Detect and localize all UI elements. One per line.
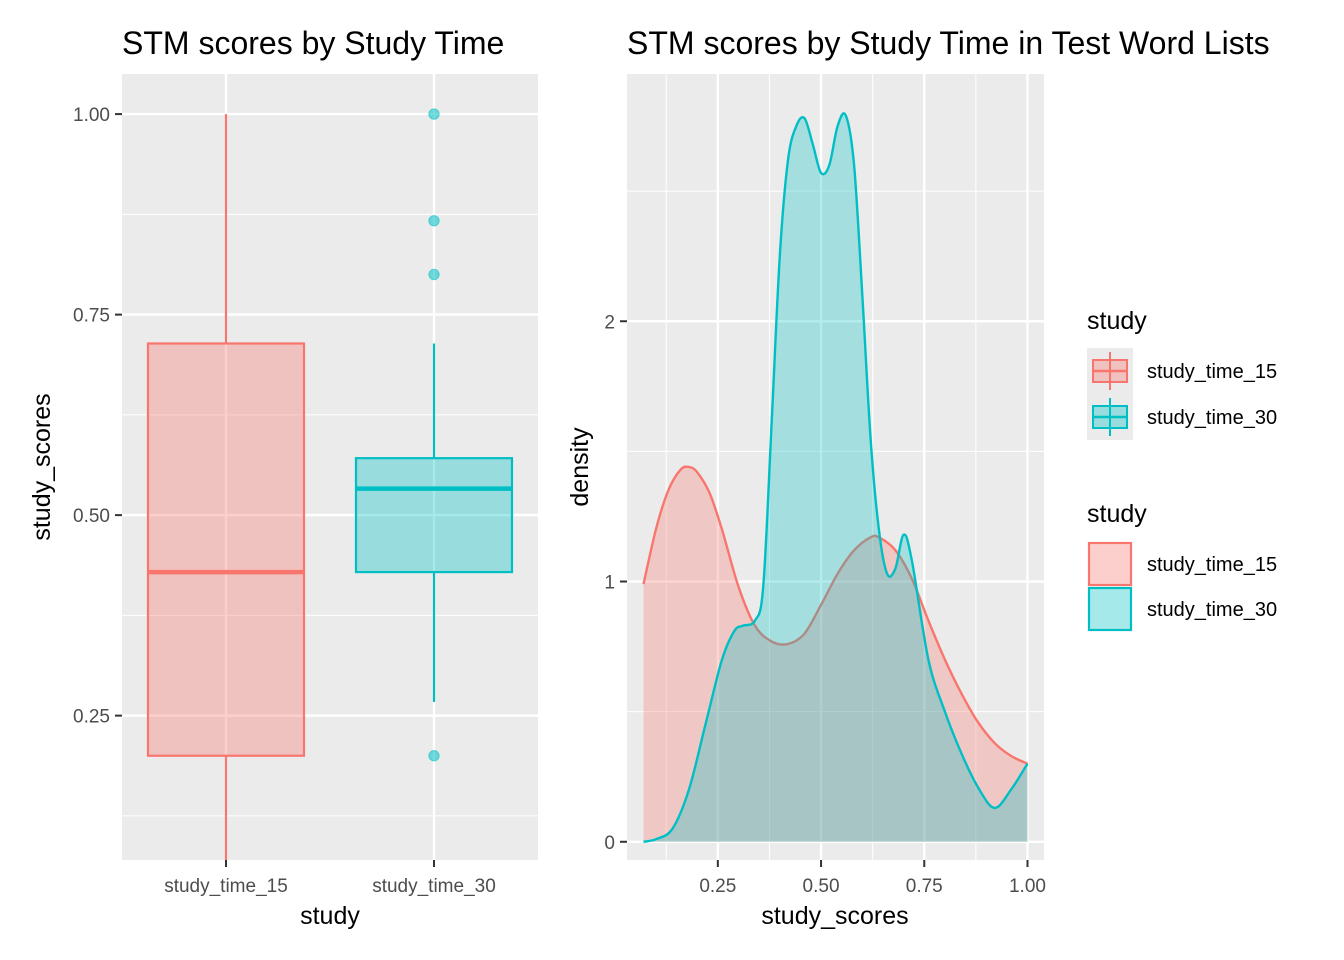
boxplot-y-title: study_scores: [28, 393, 56, 540]
density-x-title: study_scores: [761, 902, 908, 930]
legend-fill: study study_time_15 study_time_30: [1087, 500, 1277, 632]
legend-box-keys: study_time_15 study_time_30: [1087, 348, 1277, 440]
outlier-point: [428, 750, 440, 762]
legend-label: study_time_30: [1147, 407, 1277, 429]
box-study_time_15: [146, 114, 306, 860]
y-tick-label: 0: [604, 833, 615, 854]
legend-key-fill: [1087, 541, 1133, 587]
outlier-point: [428, 268, 440, 281]
legend-fill-keys: study_time_15 study_time_30: [1087, 541, 1277, 632]
density-line: [643, 112, 1029, 843]
y-tick-label: 0.75: [73, 306, 110, 327]
legend-box-title: study: [1087, 307, 1147, 335]
density-grid: [627, 74, 1044, 860]
legend-box: study study_time_15 study_time_30: [1087, 307, 1277, 440]
density-series-study_time_30: [643, 112, 1029, 843]
density-line: [642, 465, 1029, 765]
x-tick-label: 0.25: [699, 876, 736, 897]
legend-fill-title: study: [1087, 500, 1147, 528]
y-tick-label: 0.25: [73, 707, 110, 728]
density-title: STM scores by Study Time in Test Word Li…: [627, 25, 1270, 61]
y-tick-label: 1: [604, 573, 615, 594]
box-body: [146, 342, 306, 757]
x-tick-label: 0.50: [803, 876, 840, 897]
x-tick-label: study_time_15: [164, 876, 288, 897]
y-tick-label: 1.00: [73, 105, 110, 126]
density-area: [643, 113, 1028, 842]
legend-item-study_time_15: study_time_15: [1087, 541, 1277, 587]
boxplot-y-axis: 0.25 0.50 0.75 1.00: [73, 105, 122, 728]
x-tick-label: 1.00: [1009, 876, 1046, 897]
legend-key-fill: [1087, 586, 1133, 632]
outlier-point: [428, 215, 440, 227]
density-x-axis: 0.25 0.50 0.75 1.00: [699, 860, 1046, 897]
legend-label: study_time_15: [1147, 361, 1277, 383]
density-marks: [642, 112, 1029, 843]
legend-label: study_time_15: [1147, 554, 1277, 576]
boxplot-panel: STM scores by Study Time 0.25 0.50 0.75 1.0…: [28, 25, 538, 930]
legend-item-study_time_30: study_time_30: [1092, 398, 1277, 436]
box-body: [354, 457, 514, 574]
density-panel: STM scores by Study Time in Test Word Li…: [566, 25, 1270, 930]
y-tick-label: 2: [604, 312, 615, 333]
legend-label: study_time_30: [1147, 599, 1277, 621]
density-y-axis: 0 1 2: [604, 312, 627, 854]
legend-item-study_time_15: study_time_15: [1092, 352, 1277, 390]
y-tick-label: 0.50: [73, 506, 110, 527]
boxplot-x-axis: study_time_15 study_time_30: [164, 860, 496, 897]
density-plot-area: [627, 74, 1044, 860]
box-study_time_30: [354, 108, 514, 762]
density-series-study_time_15: [642, 465, 1029, 842]
x-tick-label: study_time_30: [372, 876, 496, 897]
outlier-point: [428, 108, 440, 120]
legend-item-study_time_30: study_time_30: [1087, 586, 1277, 632]
boxplot-x-title: study: [300, 902, 360, 930]
boxplot-title: STM scores by Study Time: [122, 25, 504, 61]
x-tick-label: 0.75: [906, 876, 943, 897]
boxplot-marks: [146, 108, 514, 860]
boxplot-plot-area: [122, 74, 538, 860]
density-area: [643, 466, 1028, 842]
density-y-title: density: [566, 427, 594, 507]
